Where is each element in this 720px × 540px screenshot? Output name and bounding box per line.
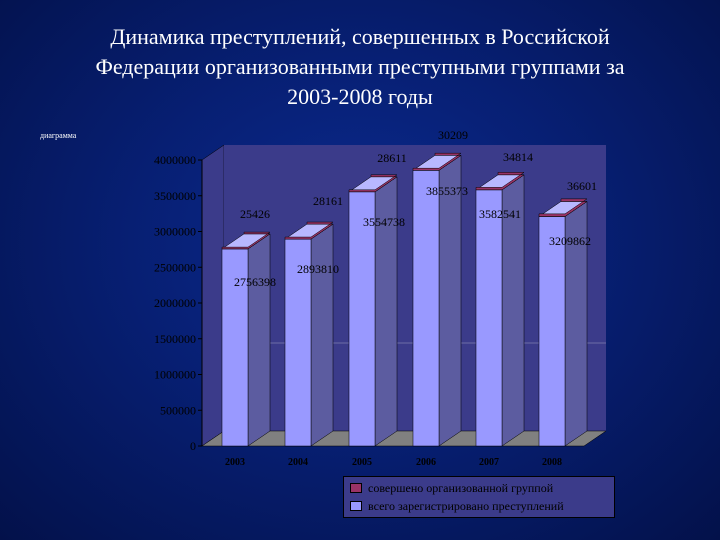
x-tick-label: 2005 bbox=[352, 457, 372, 468]
data-label-org: 28161 bbox=[313, 194, 343, 208]
legend-swatch-org bbox=[350, 483, 362, 493]
legend-swatch-total bbox=[350, 501, 362, 511]
bar-total bbox=[348, 191, 376, 447]
legend-item-total: всего зарегистрировано преступлений bbox=[350, 498, 564, 514]
data-label-total: 3554738 bbox=[363, 215, 405, 229]
x-tick-label: 2004 bbox=[288, 457, 308, 468]
bar-total bbox=[475, 189, 503, 447]
legend-label-org: совершено организованной группой bbox=[368, 480, 554, 495]
bar-total bbox=[221, 248, 249, 447]
y-tick-label: 1500000 bbox=[154, 332, 196, 346]
data-label-org: 30209 bbox=[438, 128, 468, 142]
bar-total bbox=[412, 170, 440, 447]
bar-org bbox=[538, 198, 588, 217]
data-label-total: 3582541 bbox=[479, 207, 521, 221]
x-tick-label: 2008 bbox=[542, 457, 562, 468]
bar-org bbox=[412, 152, 462, 171]
data-label-total: 3209862 bbox=[549, 234, 591, 248]
chart-legend: совершено организованной группой всего з… bbox=[343, 476, 615, 518]
bar-org bbox=[221, 231, 271, 250]
y-tick-label: 4000000 bbox=[154, 153, 196, 167]
bar-org bbox=[284, 221, 334, 240]
bar-side bbox=[310, 223, 334, 447]
y-tick-label: 0 bbox=[190, 439, 196, 453]
legend-item-org: совершено организованной группой bbox=[350, 480, 553, 496]
legend-label-total: всего зарегистрировано преступлений bbox=[368, 498, 564, 513]
bar-org bbox=[475, 172, 525, 191]
data-label-total: 2893810 bbox=[297, 262, 339, 276]
y-tick-label: 2500000 bbox=[154, 260, 196, 274]
x-tick-label: 2007 bbox=[479, 457, 499, 468]
data-label-org: 34814 bbox=[503, 150, 533, 164]
bar-total bbox=[284, 238, 312, 447]
y-tick-label: 3500000 bbox=[154, 189, 196, 203]
chart-caption: диаграмма bbox=[40, 131, 77, 140]
bar-side bbox=[247, 233, 271, 447]
y-tick-label: 2000000 bbox=[154, 296, 196, 310]
bar-side bbox=[438, 154, 462, 447]
y-tick-label: 1000000 bbox=[154, 368, 196, 382]
x-tick-label: 2006 bbox=[416, 457, 436, 468]
y-tick-label: 3000000 bbox=[154, 225, 196, 239]
data-label-org: 36601 bbox=[567, 179, 597, 193]
data-label-org: 28611 bbox=[377, 151, 407, 165]
data-label-org: 25426 bbox=[240, 207, 270, 221]
bar-total bbox=[538, 216, 566, 447]
data-label-total: 2756398 bbox=[234, 275, 276, 289]
y-tick-label: 500000 bbox=[160, 403, 196, 417]
bar-org bbox=[348, 174, 398, 193]
data-label-total: 3855373 bbox=[426, 184, 468, 198]
x-tick-label: 2003 bbox=[225, 457, 245, 468]
side-wall bbox=[201, 144, 225, 447]
slide-title: Динамика преступлений, совершенных в Рос… bbox=[95, 24, 625, 109]
